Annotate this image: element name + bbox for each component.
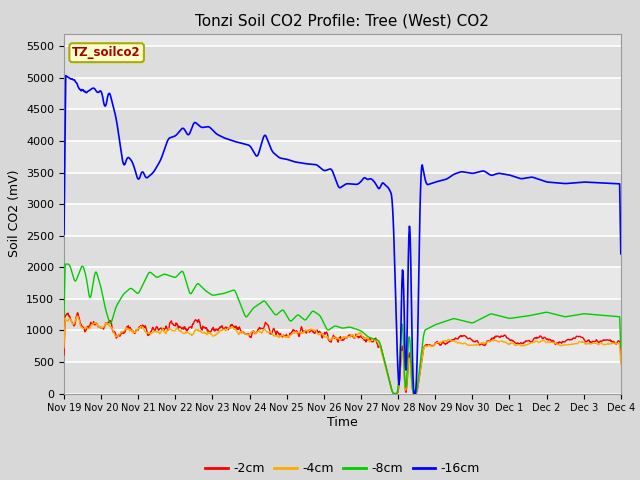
Bar (64, 46, 621, 78)
Y-axis label: Soil CO2 (mV): Soil CO2 (mV) (8, 170, 20, 257)
Bar (64, 78, 621, 109)
X-axis label: Time: Time (327, 416, 358, 429)
Bar (64, 172, 621, 204)
Bar (64, 109, 621, 141)
Bar (64, 299, 621, 330)
Title: Tonzi Soil CO2 Profile: Tree (West) CO2: Tonzi Soil CO2 Profile: Tree (West) CO2 (195, 13, 490, 28)
Bar (64, 330, 621, 362)
Bar (64, 362, 621, 394)
Bar (64, 141, 621, 172)
Bar (64, 204, 621, 236)
Legend: -2cm, -4cm, -8cm, -16cm: -2cm, -4cm, -8cm, -16cm (200, 457, 484, 480)
Bar (64, 267, 621, 299)
Bar (64, 236, 621, 267)
Text: TZ_soilco2: TZ_soilco2 (72, 46, 141, 59)
